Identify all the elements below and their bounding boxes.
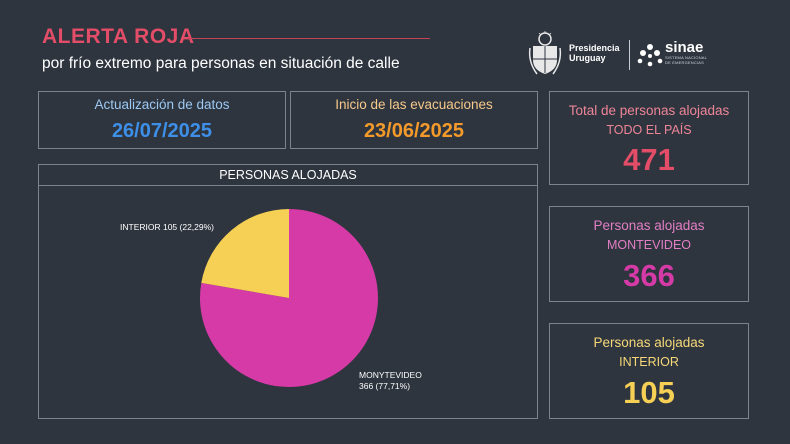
update-date-value: 26/07/2025	[111, 120, 213, 142]
pie-slice-interior	[201, 209, 289, 298]
pie-chart-title: PERSONAS ALOJADAS	[39, 165, 537, 186]
montevideo-value: 366	[623, 258, 675, 293]
logo-divider	[629, 40, 630, 70]
interior-sublabel: INTERIOR	[619, 355, 679, 369]
pie-chart	[200, 209, 378, 387]
update-date-label: Actualización de datos	[94, 97, 230, 112]
sinae-subtitle-1: SISTEMA NACIONAL	[665, 55, 708, 60]
total-label: Total de personas alojadas	[568, 103, 730, 118]
presidencia-text: Presidencia	[569, 43, 620, 53]
evacuation-start-box: Inicio de las evacuaciones 23/06/2025	[290, 91, 538, 149]
pie-label-montevideo-value: 366 (77,71%)	[359, 381, 411, 391]
interior-value: 105	[623, 375, 675, 410]
pie-chart-panel: PERSONAS ALOJADAS INTERIOR 105 (22,29%) …	[38, 164, 538, 419]
uruguay-text: Uruguay	[569, 53, 606, 63]
evacuation-start-value: 23/06/2025	[363, 120, 465, 142]
alert-subtitle: por frío extremo para personas en situac…	[42, 55, 400, 72]
montevideo-sublabel: MONTEVIDEO	[606, 238, 692, 252]
total-value: 471	[623, 142, 675, 177]
sinae-subtitle-2: DE EMERGENCIAS	[665, 59, 705, 65]
pie-label-interior: INTERIOR 105 (22,29%)	[120, 222, 215, 232]
evacuation-start-label: Inicio de las evacuaciones	[335, 97, 493, 112]
sinae-text: sinae	[665, 39, 704, 56]
interior-label: Personas alojadas	[593, 335, 705, 350]
logos-area: Presidencia Uruguay sinae SISTEMA NACION…	[527, 30, 727, 78]
uruguay-coat-of-arms-icon	[528, 31, 562, 75]
interior-box: Personas alojadas INTERIOR 105	[549, 323, 749, 419]
montevideo-box: Personas alojadas MONTEVIDEO 366	[549, 206, 749, 302]
alert-title: ALERTA ROJA	[42, 25, 195, 48]
pie-label-montevideo: MONYTEVIDEO 366 (77,71%)	[359, 370, 422, 392]
update-date-box: Actualización de datos 26/07/2025	[38, 91, 286, 149]
pie-label-montevideo-name: MONYTEVIDEO	[359, 370, 422, 380]
total-box: Total de personas alojadas TODO EL PAÍS …	[549, 91, 749, 185]
montevideo-label: Personas alojadas	[593, 218, 705, 233]
sinae-dots-icon	[637, 44, 663, 67]
title-underline	[188, 38, 430, 39]
total-sublabel: TODO EL PAÍS	[606, 123, 692, 137]
